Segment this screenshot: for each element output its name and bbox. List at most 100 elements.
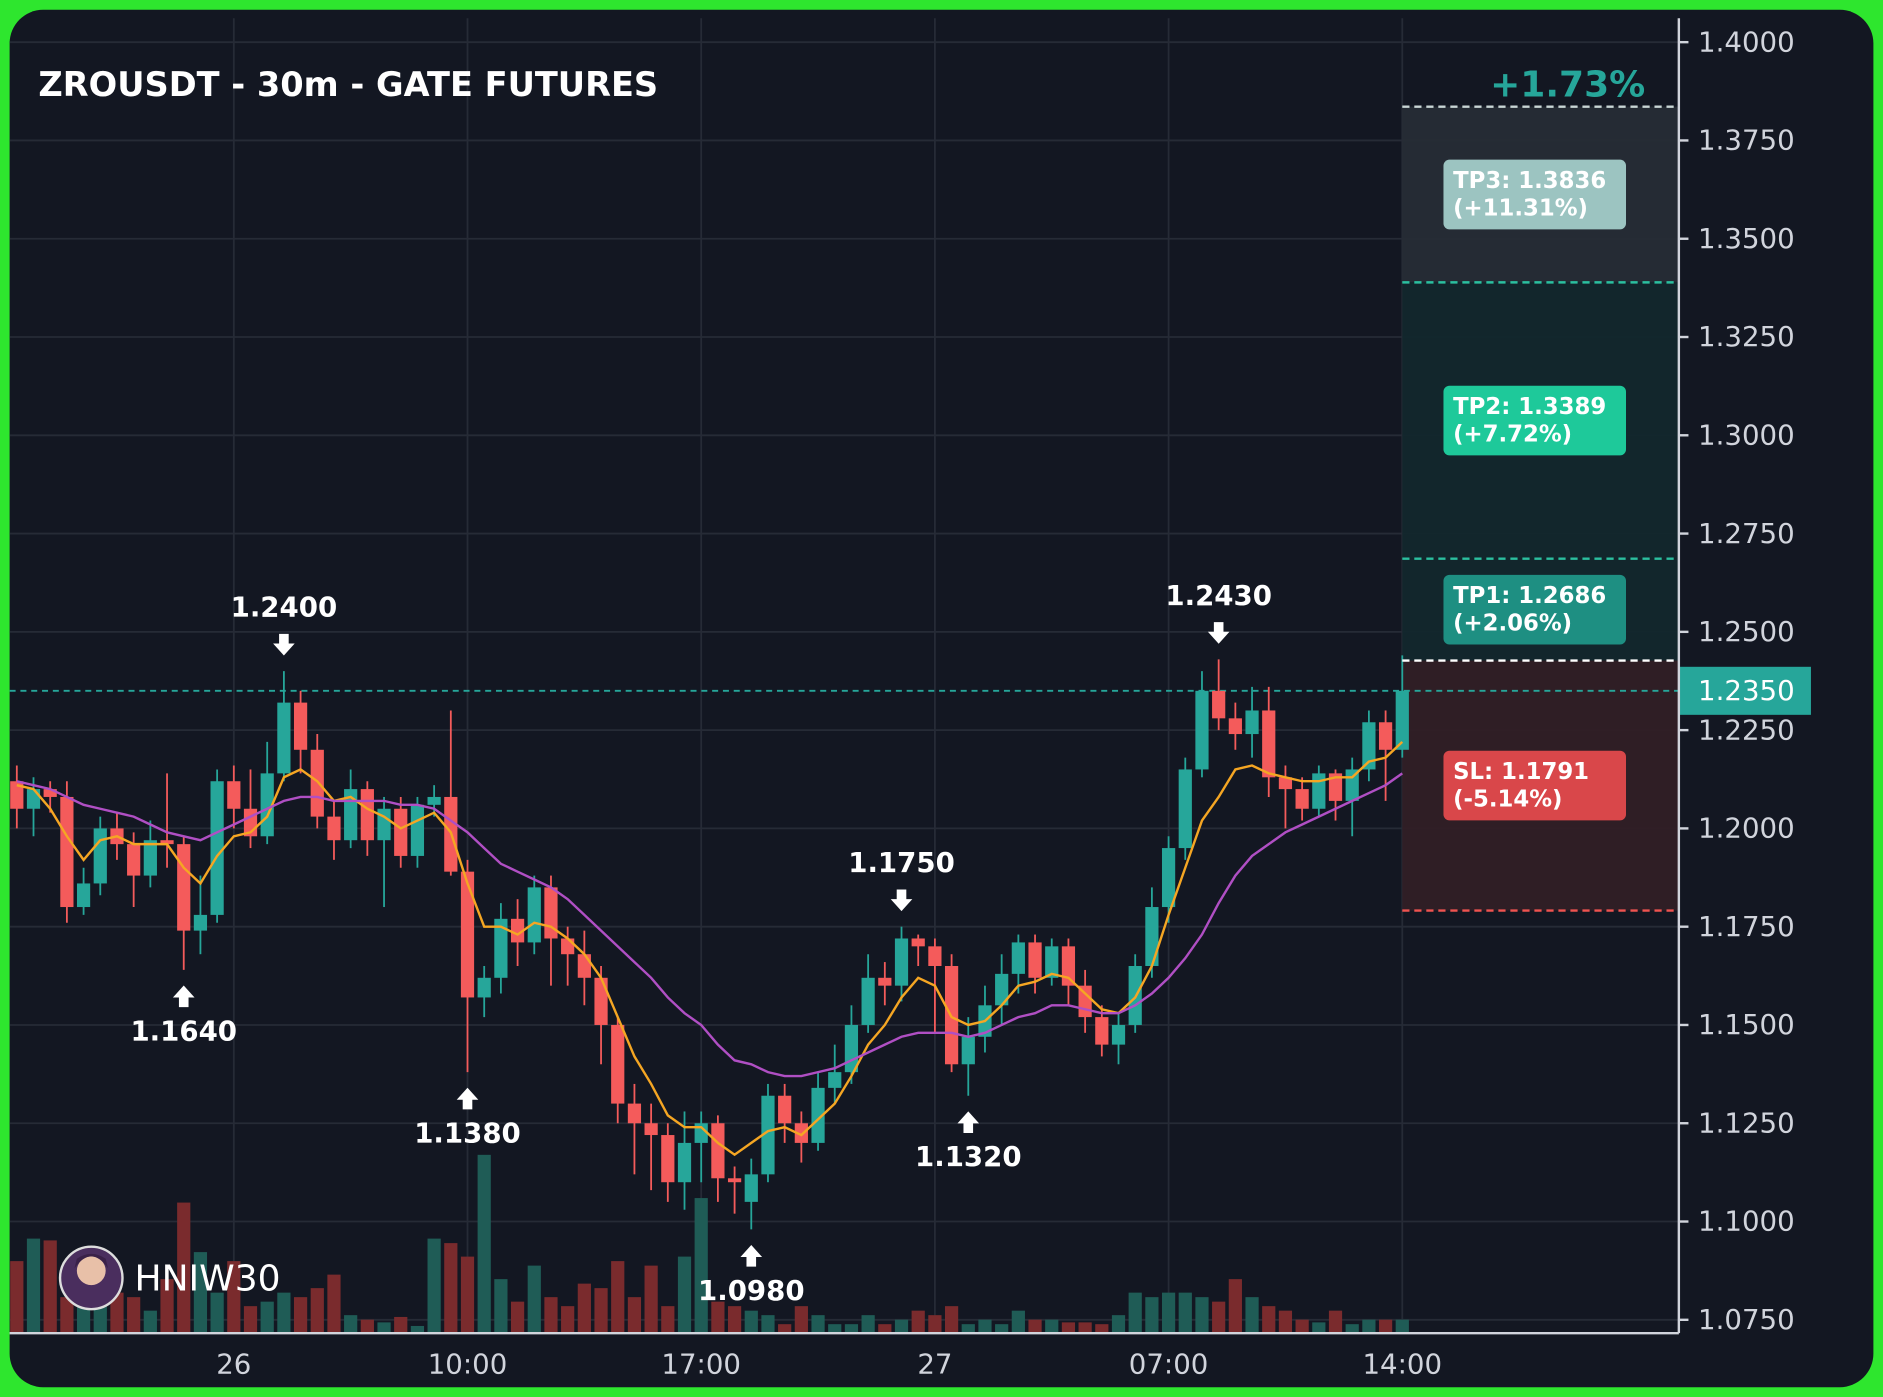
- volume-bar: [1312, 1322, 1326, 1334]
- volume-bar: [644, 1265, 658, 1334]
- volume-bar: [928, 1315, 942, 1334]
- volume-bar: [594, 1288, 608, 1334]
- volume-bar: [460, 1256, 475, 1334]
- volume-bar: [260, 1301, 274, 1334]
- candle-body: [577, 954, 591, 978]
- volume-bar: [744, 1310, 758, 1334]
- volume-bar: [344, 1315, 358, 1334]
- candle-body: [811, 1087, 825, 1143]
- candle-body: [961, 1036, 975, 1065]
- volume-bar: [794, 1306, 808, 1334]
- volume-bar: [60, 1297, 74, 1334]
- candle-body: [327, 816, 341, 841]
- volume-bar: [527, 1265, 541, 1334]
- candle-body: [778, 1095, 792, 1124]
- candle-body: [611, 1024, 625, 1104]
- pnl-label: +1.73%: [1490, 65, 1645, 106]
- plot: [9, 655, 1679, 1230]
- candle-body: [43, 789, 57, 797]
- candle-body: [794, 1123, 808, 1143]
- annotation-label: 1.1750: [848, 846, 955, 879]
- volume-bar: [1262, 1306, 1276, 1334]
- candle-body: [661, 1135, 675, 1183]
- candle-body: [1095, 1017, 1109, 1045]
- level-label: SL: 1.1791: [1453, 759, 1589, 785]
- candle-body: [193, 914, 208, 931]
- candle-body: [310, 749, 324, 817]
- candle-body: [995, 973, 1009, 1006]
- avatar-face: [76, 1256, 106, 1286]
- volume-bar: [1045, 1319, 1059, 1334]
- annotation-arrow: [740, 1245, 763, 1267]
- candle-body: [377, 808, 391, 841]
- candle-body: [828, 1072, 842, 1088]
- candle-body: [10, 781, 24, 809]
- volume-bar: [227, 1261, 241, 1334]
- volume-bar: [410, 1325, 425, 1334]
- volume-bar: [110, 1292, 124, 1334]
- volume-bar: [1145, 1297, 1159, 1334]
- watermark: HNIW30: [58, 1245, 281, 1311]
- candle-body: [127, 844, 141, 876]
- volume-bar: [1061, 1322, 1076, 1334]
- annotation-arrow: [1207, 622, 1230, 644]
- candle-body: [227, 781, 241, 809]
- candle-body: [1011, 942, 1025, 974]
- y-tick-label: 1.2500: [1698, 615, 1795, 648]
- volume-bar: [1228, 1279, 1242, 1334]
- y-tick-label: 1.3000: [1698, 418, 1795, 451]
- volume-bar: [1028, 1319, 1042, 1334]
- volume: [10, 1154, 1409, 1334]
- level-box: [1443, 750, 1627, 821]
- candle-body: [1245, 710, 1259, 735]
- candle-body: [1145, 907, 1159, 967]
- annotation-arrow: [273, 633, 295, 656]
- candle-body: [627, 1103, 642, 1124]
- annotation-label: 1.1320: [915, 1140, 1022, 1173]
- price-tag-label: 1.2350: [1698, 674, 1795, 707]
- volume-bar: [193, 1252, 208, 1334]
- y-tick-label: 1.2250: [1698, 713, 1795, 746]
- volume-bar: [1111, 1315, 1126, 1334]
- x-tick-label: 07:00: [1129, 1348, 1209, 1381]
- candle-body: [394, 808, 408, 856]
- candle-body: [76, 883, 91, 908]
- candle-body: [477, 977, 491, 998]
- y-tick-label: 1.4000: [1698, 25, 1795, 58]
- candle-body: [761, 1095, 775, 1175]
- volume-bar: [210, 1292, 224, 1334]
- watermark-text: HNIW30: [135, 1258, 281, 1299]
- volume-bar: [1128, 1292, 1142, 1334]
- moving-average: [16, 772, 1403, 1078]
- volume-bar: [1178, 1292, 1192, 1334]
- volume-bar: [944, 1306, 959, 1334]
- volume-bar: [861, 1315, 875, 1334]
- volume-bar: [26, 1238, 41, 1334]
- candle-body: [1395, 690, 1409, 750]
- overlay: 1.0750 1.1000 1.1250 1.1500 1.1750 1.2000 1.22…: [130, 25, 1811, 1381]
- volume-bar: [711, 1301, 725, 1334]
- annotation-arrow: [890, 889, 913, 912]
- annotation-arrow: [957, 1111, 980, 1133]
- candle-body: [677, 1142, 692, 1183]
- x-tick-label: 14:00: [1362, 1348, 1442, 1381]
- candle-body: [460, 871, 475, 998]
- volume-bar: [828, 1324, 842, 1334]
- candle-body: [1178, 769, 1192, 849]
- annotation-arrow: [172, 985, 195, 1008]
- y-tick-label: 1.3250: [1698, 320, 1795, 353]
- level-box: [1443, 159, 1627, 230]
- candle-body: [494, 918, 508, 978]
- candle-body: [878, 977, 892, 986]
- candle-body: [711, 1123, 725, 1179]
- candle-body: [1312, 773, 1326, 809]
- volume-bar: [978, 1319, 992, 1334]
- candle-body: [594, 977, 608, 1025]
- candle-body: [1228, 718, 1242, 735]
- volume-bar: [1095, 1324, 1109, 1334]
- candle-body: [160, 840, 174, 845]
- volume-bar: [911, 1310, 925, 1334]
- candle-body: [1328, 773, 1343, 801]
- candle-body: [744, 1174, 758, 1202]
